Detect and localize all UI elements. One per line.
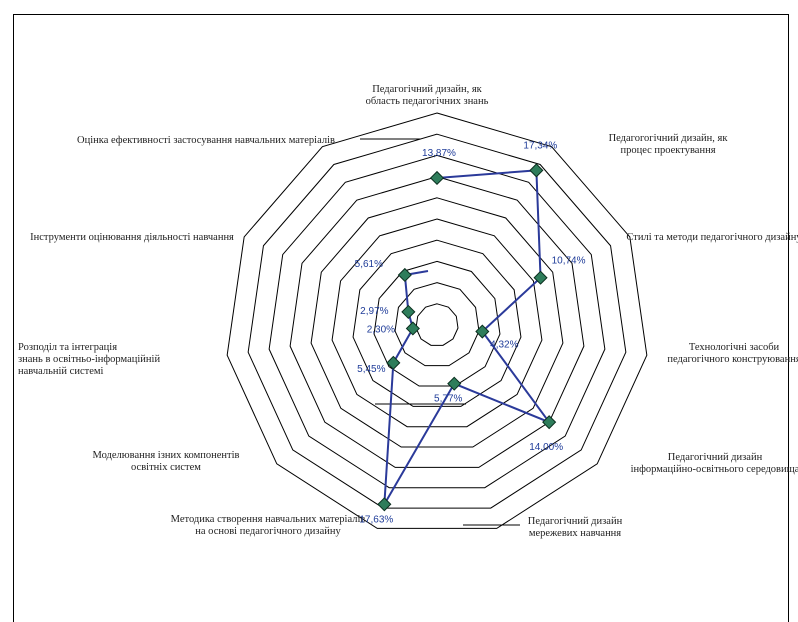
data-label: 5,77% [434, 394, 462, 405]
grid-ring [352, 239, 522, 407]
grid-ring [226, 112, 648, 529]
category-label: Інструменти оцінювання діяльності навчан… [30, 232, 234, 243]
category-label: Педагогічний дизайн, як область педагогіч… [366, 84, 489, 107]
data-point [542, 415, 557, 430]
grid-rings [226, 112, 648, 529]
grid-ring [247, 133, 627, 509]
grid-ring [289, 176, 585, 468]
category-labels: Педагогічний дизайн, як область педагогіч… [18, 84, 798, 539]
grid-ring [331, 218, 543, 428]
data-label: 13,87% [422, 148, 456, 159]
grid-ring [394, 282, 480, 367]
data-label: 5,61% [355, 259, 383, 270]
category-label: Методика створення навчальних матеріалів… [171, 514, 366, 537]
data-point [401, 304, 416, 319]
data-point [405, 321, 420, 336]
data-label: 10,74% [552, 256, 586, 267]
chart-frame [13, 14, 789, 622]
category-label: Педагогічний дизайн інформаційно-освітньо… [631, 452, 798, 475]
grid-ring [268, 154, 606, 489]
data-label: 17,34% [523, 140, 557, 151]
data-point [397, 267, 412, 283]
grid-ring [373, 260, 501, 387]
series-line [383, 169, 553, 505]
data-point [529, 163, 544, 178]
data-label: 17,63% [359, 514, 393, 525]
category-label: Розподіл та інтеграція знань в освітньо-і… [18, 342, 160, 377]
data-points: 17,34% 10,74% 4,32% 14,00% 5,77% 17,63% 5,45% 2… [355, 140, 586, 525]
category-label: Оцінка ефективності застосування навчаль… [77, 135, 335, 146]
data-point [475, 324, 490, 339]
data-point [429, 170, 445, 186]
data-label: 4,32% [490, 340, 518, 351]
category-label: Технологічні засоби педагогічного констру… [667, 342, 798, 365]
data-point [377, 497, 392, 512]
grid-ring [310, 197, 564, 448]
data-point [386, 355, 401, 370]
data-label: 2,30% [367, 324, 395, 335]
data-point [533, 270, 548, 285]
data-label: 2,97% [360, 306, 388, 317]
data-label: 14,00% [529, 442, 563, 453]
data-point [447, 376, 462, 391]
category-label: Педагогічний дизайн мережевих навчання [528, 516, 623, 539]
grid-ring [415, 303, 459, 346]
category-label: Моделювання ізних компонентів освітніх си… [93, 450, 240, 473]
data-label: 5,45% [357, 364, 385, 375]
category-label: Стилі та методи педагогічного дизайну [626, 232, 798, 243]
category-label: Педагогогічний дизайн, як процес проектув… [609, 133, 729, 156]
